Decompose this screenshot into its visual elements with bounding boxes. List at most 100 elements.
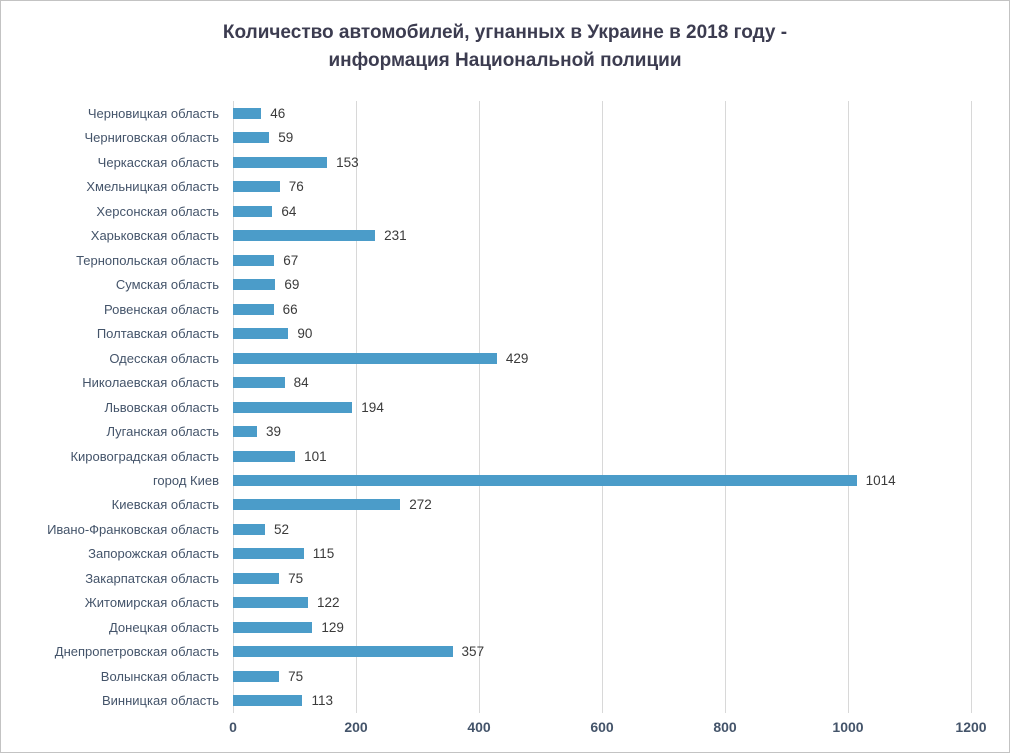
- plot-area: 46 59 153 76 64 231 67 69 66 90 429 84 194 39 101 1014 2…: [233, 101, 972, 713]
- value-label: 69: [284, 277, 300, 293]
- chart-row: 429: [233, 346, 971, 370]
- value-label: 75: [288, 570, 304, 586]
- bar: [233, 499, 401, 511]
- value-label: 90: [297, 326, 313, 342]
- category-label: Житомирская область: [84, 595, 219, 611]
- category-label: Винницкая область: [102, 693, 219, 709]
- category-label: Запорожская область: [88, 546, 219, 562]
- value-label: 122: [317, 595, 340, 611]
- bar: [233, 107, 262, 119]
- category-label: Полтавская область: [96, 326, 219, 342]
- value-label: 59: [278, 130, 294, 146]
- bar: [233, 670, 280, 682]
- value-label: 272: [409, 497, 432, 513]
- bar: [233, 230, 376, 242]
- category-axis: Черновицкая область Черниговская область Ч…: [1, 101, 219, 713]
- bar: [233, 279, 276, 291]
- value-label: 75: [288, 668, 304, 684]
- chart-row: 75: [233, 664, 971, 688]
- value-label: 101: [304, 448, 327, 464]
- chart-row: 69: [233, 272, 971, 296]
- category-label: Черниговская область: [84, 130, 219, 146]
- value-label: 429: [505, 350, 529, 366]
- bar: [233, 597, 309, 609]
- bar: [233, 352, 497, 364]
- chart-row: 59: [233, 125, 971, 149]
- chart-row: 66: [233, 297, 971, 321]
- chart-row: 76: [233, 174, 971, 198]
- category-label: Луганская область: [106, 424, 219, 440]
- bar-rows: 46 59 153 76 64 231 67 69 66 90 429 84 194 39 101 1014 2…: [233, 101, 971, 713]
- category-label: Херсонская область: [96, 203, 219, 219]
- category-label: Кировоградская область: [70, 448, 219, 464]
- bar: [233, 695, 303, 707]
- value-label: 115: [312, 546, 335, 562]
- category-label: Хмельницкая область: [86, 179, 219, 195]
- category-label: Черкасская область: [97, 154, 219, 170]
- category-label: город Киев: [152, 473, 219, 488]
- chart-row: 113: [233, 689, 971, 713]
- category-label: Закарпатская область: [85, 570, 219, 586]
- value-label: 76: [288, 179, 304, 195]
- bar: [233, 181, 280, 193]
- bar: [233, 450, 296, 462]
- x-tick-label: 600: [590, 719, 614, 735]
- value-label: 357: [461, 644, 485, 660]
- category-label: Одесская область: [109, 350, 219, 366]
- chart-row: 39: [233, 419, 971, 443]
- category-label: Ивано-Франковская область: [47, 521, 219, 537]
- chart-row: 46: [233, 101, 971, 125]
- category-label: Черновицкая область: [87, 105, 219, 121]
- gridline: [602, 101, 603, 713]
- gridline: [848, 101, 849, 713]
- x-tick-label: 800: [713, 719, 737, 735]
- chart-title-line2: информация Национальной полиции: [328, 49, 682, 71]
- chart-row: 67: [233, 248, 971, 272]
- bar: [233, 548, 304, 560]
- value-label: 194: [361, 399, 384, 415]
- category-label: Харьковская область: [90, 228, 219, 244]
- gridline: [479, 101, 480, 713]
- category-label: Сумская область: [115, 277, 219, 293]
- gridline: [725, 101, 726, 713]
- bar: [233, 328, 289, 340]
- bar: [233, 254, 275, 266]
- bar: [233, 205, 273, 217]
- value-label: 84: [293, 375, 309, 391]
- bar: [233, 401, 353, 413]
- chart-row: 90: [233, 321, 971, 345]
- chart-row: 1014: [233, 468, 971, 492]
- bar: [233, 377, 285, 389]
- category-label: Донецкая область: [108, 619, 219, 635]
- bar: [233, 621, 313, 633]
- x-tick-label: 0: [229, 719, 237, 735]
- value-label: 231: [384, 228, 407, 244]
- value-axis: 0 200 400 600 800 1000 1200: [229, 719, 986, 741]
- chart-row: 194: [233, 395, 971, 419]
- bar: [233, 426, 257, 438]
- bar: [233, 523, 265, 535]
- chart-row: 84: [233, 370, 971, 394]
- bar: [233, 156, 328, 168]
- value-label: 129: [321, 619, 344, 635]
- x-tick-label: 1000: [832, 719, 864, 735]
- bar: [233, 303, 274, 315]
- chart-row: 153: [233, 150, 971, 174]
- value-label: 113: [311, 693, 334, 709]
- category-label: Николаевская область: [82, 375, 219, 391]
- value-label: 66: [282, 301, 298, 317]
- chart-title: Количество автомобилей, угнанных в Украи…: [1, 19, 1009, 74]
- chart-row: 231: [233, 223, 971, 247]
- value-label: 52: [273, 521, 289, 537]
- chart-row: 101: [233, 444, 971, 468]
- category-label: Волынская область: [100, 668, 219, 684]
- value-label: 67: [283, 252, 299, 268]
- category-label: Тернопольская область: [76, 252, 219, 268]
- value-label: 1014: [865, 473, 896, 488]
- bar: [233, 646, 453, 658]
- x-tick-label: 400: [467, 719, 491, 735]
- bar: [233, 132, 270, 144]
- gridline: [356, 101, 357, 713]
- chart-row: 52: [233, 517, 971, 541]
